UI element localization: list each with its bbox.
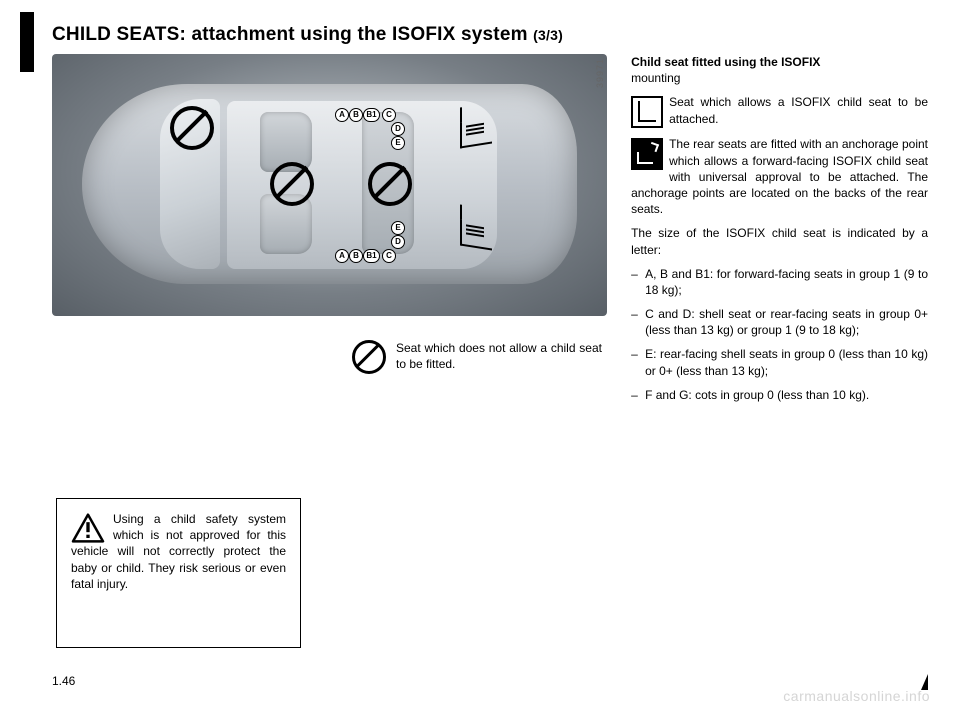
- size-list: A, B and B1: for forward-facing seats in…: [631, 266, 928, 403]
- seat-size-label: B: [349, 249, 363, 263]
- page-title: CHILD SEATS: attachment using the ISOFIX…: [52, 24, 928, 46]
- heading-line-1: Child seat fitted using the ISOFIX: [631, 55, 820, 69]
- seat-size-label: C: [382, 108, 396, 122]
- seat-size-label: A: [335, 249, 349, 263]
- seat-size-label: C: [382, 249, 396, 263]
- isofix-seat-paragraph: Seat which allows a ISOFIX child seat to…: [631, 94, 928, 128]
- car-diagram: A B B1 C D E A B B1 C D E 39971: [52, 54, 607, 324]
- seat-size-label: E: [391, 136, 405, 150]
- watermark: carmanualsonline.info: [783, 688, 930, 704]
- seat-size-label: B1: [363, 108, 380, 122]
- prohibit-icon: [270, 162, 314, 206]
- diagram-background: A B B1 C D E A B B1 C D E: [52, 54, 607, 316]
- caption-text: Seat which does not allow a child seat t…: [396, 340, 602, 372]
- page-number: 1.46: [52, 674, 75, 688]
- section-heading: Child seat fitted using the ISOFIX mount…: [631, 54, 928, 86]
- isofix-seat-icon: [460, 117, 492, 148]
- seat-size-label: E: [391, 221, 405, 235]
- diagram-caption: Seat which does not allow a child seat t…: [352, 340, 602, 374]
- warning-triangle-icon: [71, 513, 105, 543]
- seat-size-label: D: [391, 122, 405, 136]
- prohibit-icon: [170, 106, 214, 150]
- warning-box: Using a child safety system which is not…: [56, 498, 301, 648]
- right-column: Child seat fitted using the ISOFIX mount…: [631, 54, 928, 411]
- list-item: C and D: shell seat or rear-facing seats…: [631, 306, 928, 338]
- list-item: F and G: cots in group 0 (less than 10 k…: [631, 387, 928, 403]
- left-column: A B B1 C D E A B B1 C D E 39971 Seat whi: [52, 54, 621, 411]
- prohibit-icon: [368, 162, 412, 206]
- isofix-icon: [631, 96, 663, 128]
- size-intro: The size of the ISOFIX child seat is ind…: [631, 225, 928, 257]
- title-sub: (3/3): [533, 27, 563, 43]
- seat-size-label: A: [335, 108, 349, 122]
- tether-paragraph: The rear seats are fitted with an anchor…: [631, 136, 928, 217]
- paragraph-text: The rear seats are fitted with an anchor…: [631, 137, 928, 216]
- title-main: CHILD SEATS: attachment using the ISOFIX…: [52, 24, 528, 45]
- seat-size-label: B: [349, 108, 363, 122]
- list-item: A, B and B1: for forward-facing seats in…: [631, 266, 928, 298]
- content-columns: A B B1 C D E A B B1 C D E 39971 Seat whi: [52, 54, 928, 411]
- section-tab: [20, 12, 34, 72]
- isofix-seat-icon: [460, 219, 492, 250]
- top-tether-icon: [631, 138, 663, 170]
- prohibit-icon: [352, 340, 386, 374]
- seat-size-label: B1: [363, 249, 380, 263]
- paragraph-text: Seat which allows a ISOFIX child seat to…: [669, 95, 928, 125]
- heading-line-2: mounting: [631, 71, 680, 85]
- list-item: E: rear-facing shell seats in group 0 (l…: [631, 346, 928, 378]
- seat-size-label: D: [391, 235, 405, 249]
- photo-id: 39971: [595, 58, 605, 88]
- manual-page: CHILD SEATS: attachment using the ISOFIX…: [0, 0, 960, 710]
